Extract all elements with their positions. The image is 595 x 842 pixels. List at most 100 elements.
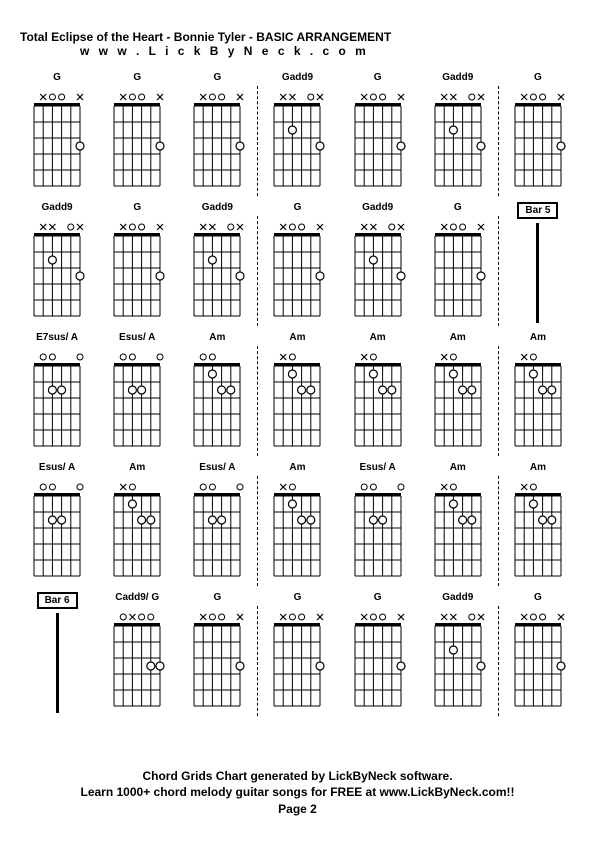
chord-diagram [24,346,90,456]
chord-name: Am [209,332,225,344]
chord-name: Am [289,462,305,474]
chord-cell: G [501,592,575,716]
chord-diagram [425,346,491,456]
bar-separator [498,346,499,456]
chord-name: G [53,72,61,84]
chord-cell: G [341,72,415,196]
footer-line1: Chord Grids Chart generated by LickByNec… [0,768,595,785]
bar-separator [257,346,258,456]
chord-name: Gadd9 [442,72,473,84]
bar-line [536,223,539,323]
chord-diagram [104,606,170,716]
chord-name: Esus/ A [359,462,395,474]
chord-cell: Cadd9/ G [100,592,174,716]
chord-diagram [104,86,170,196]
chord-cell: Am [341,332,415,456]
chord-cell: G [180,592,254,716]
chord-diagram [24,86,90,196]
chord-name: G [534,72,542,84]
chord-cell: Am [260,332,334,456]
chord-name: Am [450,332,466,344]
chord-cell: Esus/ A [100,332,174,456]
chord-name: Am [370,332,386,344]
chord-name: Am [530,332,546,344]
footer: Chord Grids Chart generated by LickByNec… [0,768,595,818]
chord-name: Am [450,462,466,474]
chord-diagram [184,86,250,196]
chord-diagram [184,606,250,716]
chord-name: Am [129,462,145,474]
chord-name: Esus/ A [199,462,235,474]
chord-diagram [345,606,411,716]
chord-diagram [264,346,330,456]
bar-marker-cell: Bar 6 [20,592,94,716]
bar-separator [498,216,499,326]
chord-diagram [425,216,491,326]
chord-diagram [345,86,411,196]
chord-cell: Am [180,332,254,456]
chord-diagram [345,346,411,456]
chord-name: G [374,72,382,84]
bar-separator [257,216,258,326]
chord-diagram [104,476,170,586]
chord-name: G [374,592,382,604]
chord-cell: Gadd9 [421,72,495,196]
chord-cell: G [100,202,174,326]
chord-name: G [213,592,221,604]
chord-diagram [505,86,571,196]
chord-diagram [505,346,571,456]
chord-diagram [184,216,250,326]
bar-marker-cell: Bar 5 [501,202,575,326]
page-title: Total Eclipse of the Heart - Bonnie Tyle… [20,30,575,44]
chord-name: Gadd9 [42,202,73,214]
bar-label: Bar 6 [37,592,78,609]
footer-line2: Learn 1000+ chord melody guitar songs fo… [0,784,595,801]
chord-diagram [425,476,491,586]
chord-name: Esus/ A [39,462,75,474]
chord-cell: G [341,592,415,716]
chord-cell: G [180,72,254,196]
chord-name: Esus/ A [119,332,155,344]
chord-cell: Gadd9 [260,72,334,196]
chord-name: E7sus/ A [36,332,78,344]
bar-separator [498,86,499,196]
chord-name: G [454,202,462,214]
chord-cell: Esus/ A [180,462,254,586]
bar-separator [257,86,258,196]
chord-cell: Gadd9 [341,202,415,326]
page-url: w w w . L i c k B y N e c k . c o m [80,44,575,58]
bar-separator [498,476,499,586]
chord-diagram [505,476,571,586]
bar-separator [498,606,499,716]
chord-name: Am [530,462,546,474]
chord-name: Am [289,332,305,344]
chord-cell: Am [421,462,495,586]
chord-diagram [24,476,90,586]
bar-separator [257,476,258,586]
chord-cell: Esus/ A [20,462,94,586]
chord-cell: Am [501,462,575,586]
chord-name: G [534,592,542,604]
chord-name: Cadd9/ G [115,592,159,604]
chord-diagram [264,216,330,326]
chord-cell: Am [421,332,495,456]
chord-diagram [345,216,411,326]
chord-diagram [184,476,250,586]
chord-cell: Am [501,332,575,456]
chord-cell: G [421,202,495,326]
chord-name: G [294,592,302,604]
chord-cell: Am [260,462,334,586]
chord-cell: Am [100,462,174,586]
chord-diagram [104,346,170,456]
bar-label: Bar 5 [517,202,558,219]
chord-cell: Gadd9 [180,202,254,326]
chord-cell: G [260,202,334,326]
bar-line [56,613,59,713]
chord-name: G [294,202,302,214]
chord-cell: Esus/ A [341,462,415,586]
chord-name: Gadd9 [282,72,313,84]
chord-cell: G [100,72,174,196]
chord-diagram [425,606,491,716]
chord-name: Gadd9 [202,202,233,214]
chord-diagram [345,476,411,586]
